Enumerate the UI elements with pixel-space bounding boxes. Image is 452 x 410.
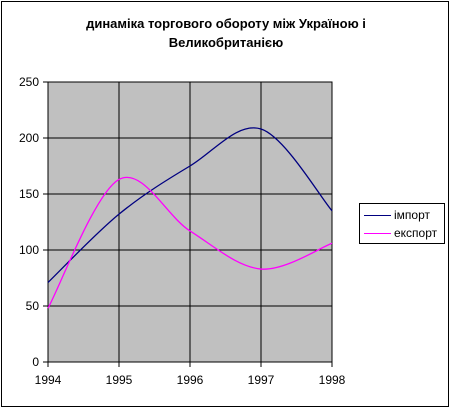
y-tick-label: 250 <box>19 75 39 89</box>
legend-swatch-import <box>364 214 391 216</box>
legend-item-export: експорт <box>364 225 437 241</box>
y-tick-label: 200 <box>19 131 39 145</box>
series-line-export <box>47 176 333 309</box>
legend: імпорт експорт <box>359 203 445 244</box>
x-tick-label: 1994 <box>35 373 62 387</box>
y-tick-label: 150 <box>19 187 39 201</box>
plot-border <box>47 81 333 363</box>
chart-title-line-1: динаміка торгового обороту між Україною … <box>86 16 366 31</box>
series-line-import <box>47 127 333 283</box>
x-tick-label: 1995 <box>106 373 133 387</box>
y-tick-label: 50 <box>26 299 40 313</box>
legend-item-import: імпорт <box>364 207 430 223</box>
legend-label-import: імпорт <box>394 208 430 222</box>
x-tick-label: 1997 <box>248 373 275 387</box>
chart-title: динаміка торгового обороту між Україною … <box>40 14 412 52</box>
chart-title-line-2: Великобританією <box>168 35 284 50</box>
legend-label-export: експорт <box>394 226 438 240</box>
y-tick-label: 0 <box>32 355 39 369</box>
legend-swatch-export <box>364 232 391 234</box>
x-tick-label: 1998 <box>319 373 346 387</box>
y-tick-label: 100 <box>19 243 39 257</box>
x-tick-label: 1996 <box>177 373 204 387</box>
